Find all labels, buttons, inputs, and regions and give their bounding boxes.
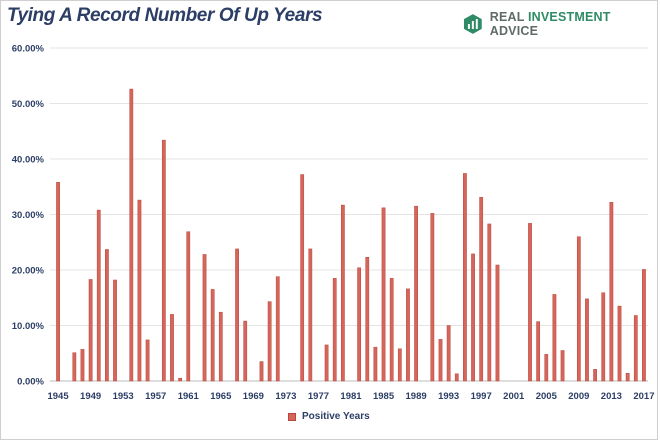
bar-2016 (633, 315, 638, 382)
bar-1998 (487, 223, 492, 382)
bar-1975 (300, 174, 305, 382)
bar-1993 (446, 325, 451, 382)
bar-1958 (161, 139, 166, 382)
bar-1986 (389, 278, 394, 382)
chart-legend: Positive Years (288, 411, 370, 422)
bar-1954 (129, 88, 134, 382)
bar-1955 (137, 199, 142, 382)
bar-1996 (471, 253, 475, 382)
logo-text: REAL INVESTMENT ADVICE (490, 10, 660, 38)
bar-1994 (454, 373, 459, 382)
bar-1964 (210, 289, 215, 382)
y-tick-label: 0.00% (17, 377, 44, 388)
x-tick-label: 1977 (308, 391, 329, 402)
bar-1971 (267, 301, 272, 382)
bar-1992 (438, 339, 443, 382)
bar-1983 (365, 256, 370, 382)
bar-2004 (536, 321, 541, 382)
x-tick-label: 2017 (633, 391, 654, 402)
bar-1991 (430, 213, 435, 382)
bar-1987 (397, 348, 402, 382)
logo-icon (463, 14, 482, 34)
chart-title: Tying A Record Number Of Up Years (7, 5, 323, 26)
logo-text-main: REAL (489, 10, 528, 24)
bar-1950 (96, 209, 101, 382)
x-tick-label: 2001 (503, 391, 525, 402)
y-tick-label: 20.00% (12, 266, 45, 277)
x-tick-label: 1957 (145, 391, 166, 402)
bar-1980 (340, 204, 345, 382)
x-tick-label: 2005 (536, 391, 558, 402)
legend-label: Positive Years (302, 411, 370, 422)
x-tick-label: 2009 (568, 391, 589, 402)
bar-1949 (88, 279, 93, 382)
x-tick-label: 1989 (406, 391, 427, 402)
bar-1985 (381, 207, 386, 382)
bar-1952 (113, 279, 117, 382)
bar-1979 (332, 278, 337, 382)
bar-1968 (243, 320, 248, 382)
bar-1945 (56, 182, 60, 382)
logo-text-end: ADVICE (489, 24, 539, 38)
brand-logo: REAL INVESTMENT ADVICE (462, 10, 660, 38)
x-tick-label: 2013 (601, 391, 622, 402)
legend-swatch (288, 412, 296, 421)
bar-1989 (414, 205, 418, 382)
logo-text-accent: INVESTMENT (528, 10, 611, 24)
bar-1997 (479, 197, 484, 382)
bar-2006 (552, 294, 557, 382)
bar-1965 (218, 311, 223, 382)
bar-1951 (105, 249, 109, 382)
bar-1988 (406, 288, 410, 382)
bar-1984 (373, 346, 378, 382)
bar-1956 (145, 339, 150, 382)
x-tick-label: 1965 (210, 391, 232, 402)
bar-1999 (495, 264, 500, 382)
x-tick-label: 1993 (438, 391, 459, 402)
bar-2007 (560, 350, 565, 382)
bar-2017 (642, 269, 646, 382)
x-tick-label: 1997 (471, 391, 492, 402)
bar-2015 (625, 372, 630, 382)
bar-1972 (275, 276, 280, 382)
bar-2013 (609, 202, 614, 382)
bar-1960 (178, 377, 182, 382)
y-tick-label: 10.00% (12, 321, 45, 332)
bar-1970 (259, 361, 264, 382)
x-tick-label: 1981 (340, 391, 362, 402)
bar-1959 (170, 314, 174, 382)
bar-1961 (186, 231, 191, 382)
x-tick-label: 1949 (80, 391, 101, 402)
bar-2010 (585, 298, 589, 382)
x-tick-label: 1969 (243, 391, 264, 402)
bar-1963 (202, 254, 207, 382)
bar-1948 (80, 349, 85, 382)
bar-1976 (308, 248, 313, 382)
y-tick-label: 50.00% (12, 99, 45, 110)
bar-2003 (528, 223, 532, 382)
bar-2011 (593, 369, 597, 382)
bar-2009 (576, 236, 581, 382)
x-tick-label: 1973 (275, 391, 296, 402)
x-tick-label: 1985 (373, 391, 395, 402)
bar-2005 (544, 354, 549, 382)
bar-2014 (617, 305, 622, 382)
bar-1995 (463, 173, 467, 382)
y-tick-label: 30.00% (12, 210, 45, 221)
bar-1947 (72, 352, 77, 382)
bar-1978 (324, 344, 329, 382)
y-tick-label: 60.00% (12, 44, 45, 55)
x-tick-label: 1953 (113, 391, 134, 402)
bar-1982 (357, 267, 362, 382)
bar-1967 (235, 248, 239, 382)
bar-2012 (601, 292, 606, 382)
x-tick-label: 1961 (178, 391, 200, 402)
x-tick-label: 1945 (47, 391, 69, 402)
y-tick-label: 40.00% (12, 155, 45, 166)
